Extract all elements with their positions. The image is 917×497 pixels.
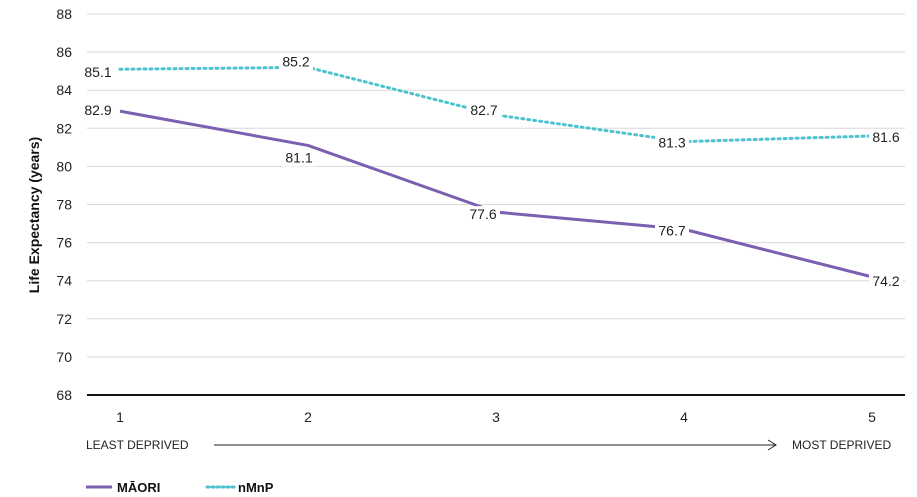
data-label-bg <box>655 134 689 152</box>
data-label-nmnp: 81.3 <box>658 135 685 151</box>
data-label-maori: 77.6 <box>469 206 496 222</box>
y-tick-label: 78 <box>56 197 72 213</box>
y-tick-label: 68 <box>56 387 72 403</box>
data-label-maori: 82.9 <box>84 102 111 118</box>
y-tick-label: 76 <box>56 235 72 251</box>
x-axis-ticks: 1 2 3 4 5 <box>116 409 876 425</box>
data-label-bg <box>655 222 689 240</box>
x-note-least-deprived: LEAST DEPRIVED <box>86 438 189 452</box>
data-label-nmnp: 85.2 <box>282 53 309 69</box>
x-tick-label: 1 <box>116 409 124 425</box>
gridlines <box>87 13 905 396</box>
y-tick-label: 82 <box>56 120 72 136</box>
legend-label-nmnp: nMnP <box>238 480 274 495</box>
y-axis-ticks: 68 70 72 74 76 78 80 82 84 86 88 <box>56 6 72 403</box>
series-line-maori <box>119 109 873 279</box>
legend: MĀORI nMnP <box>86 480 274 495</box>
data-label-bg <box>869 272 903 290</box>
data-label-bg <box>279 53 313 71</box>
x-tick-label: 2 <box>304 409 312 425</box>
data-label-maori: 74.2 <box>872 273 899 289</box>
y-tick-label: 74 <box>56 273 72 289</box>
y-axis-title: Life Expectancy (years) <box>26 137 42 293</box>
x-tick-label: 4 <box>680 409 688 425</box>
y-tick-label: 70 <box>56 349 72 365</box>
y-tick-label: 80 <box>56 158 72 174</box>
data-label-bg <box>81 64 115 82</box>
data-label-nmnp: 85.1 <box>84 64 111 80</box>
data-label-bg <box>282 149 316 167</box>
data-label-nmnp: 82.7 <box>470 102 497 118</box>
data-label-bg <box>467 101 501 119</box>
y-tick-label: 84 <box>56 82 72 98</box>
y-tick-label: 88 <box>56 6 72 22</box>
data-label-bg <box>869 128 903 146</box>
data-label-bg <box>466 206 500 224</box>
y-tick-label: 86 <box>56 44 72 60</box>
legend-label-maori: MĀORI <box>117 480 160 495</box>
series-line-nmnp <box>118 65 874 144</box>
data-label-bg <box>81 102 115 120</box>
data-labels: 82.9 81.1 77.6 76.7 74.2 85.1 85.2 82.7 81.3 81.6 <box>81 53 903 290</box>
x-note-most-deprived: MOST DEPRIVED <box>792 438 891 452</box>
series-lines <box>118 65 874 279</box>
x-tick-label: 5 <box>868 409 876 425</box>
deprivation-arrow-head <box>767 439 777 451</box>
data-label-maori: 76.7 <box>658 222 685 238</box>
data-label-maori: 81.1 <box>285 149 312 165</box>
y-tick-label: 72 <box>56 311 72 327</box>
data-label-nmnp: 81.6 <box>872 129 899 145</box>
x-tick-label: 3 <box>492 409 500 425</box>
